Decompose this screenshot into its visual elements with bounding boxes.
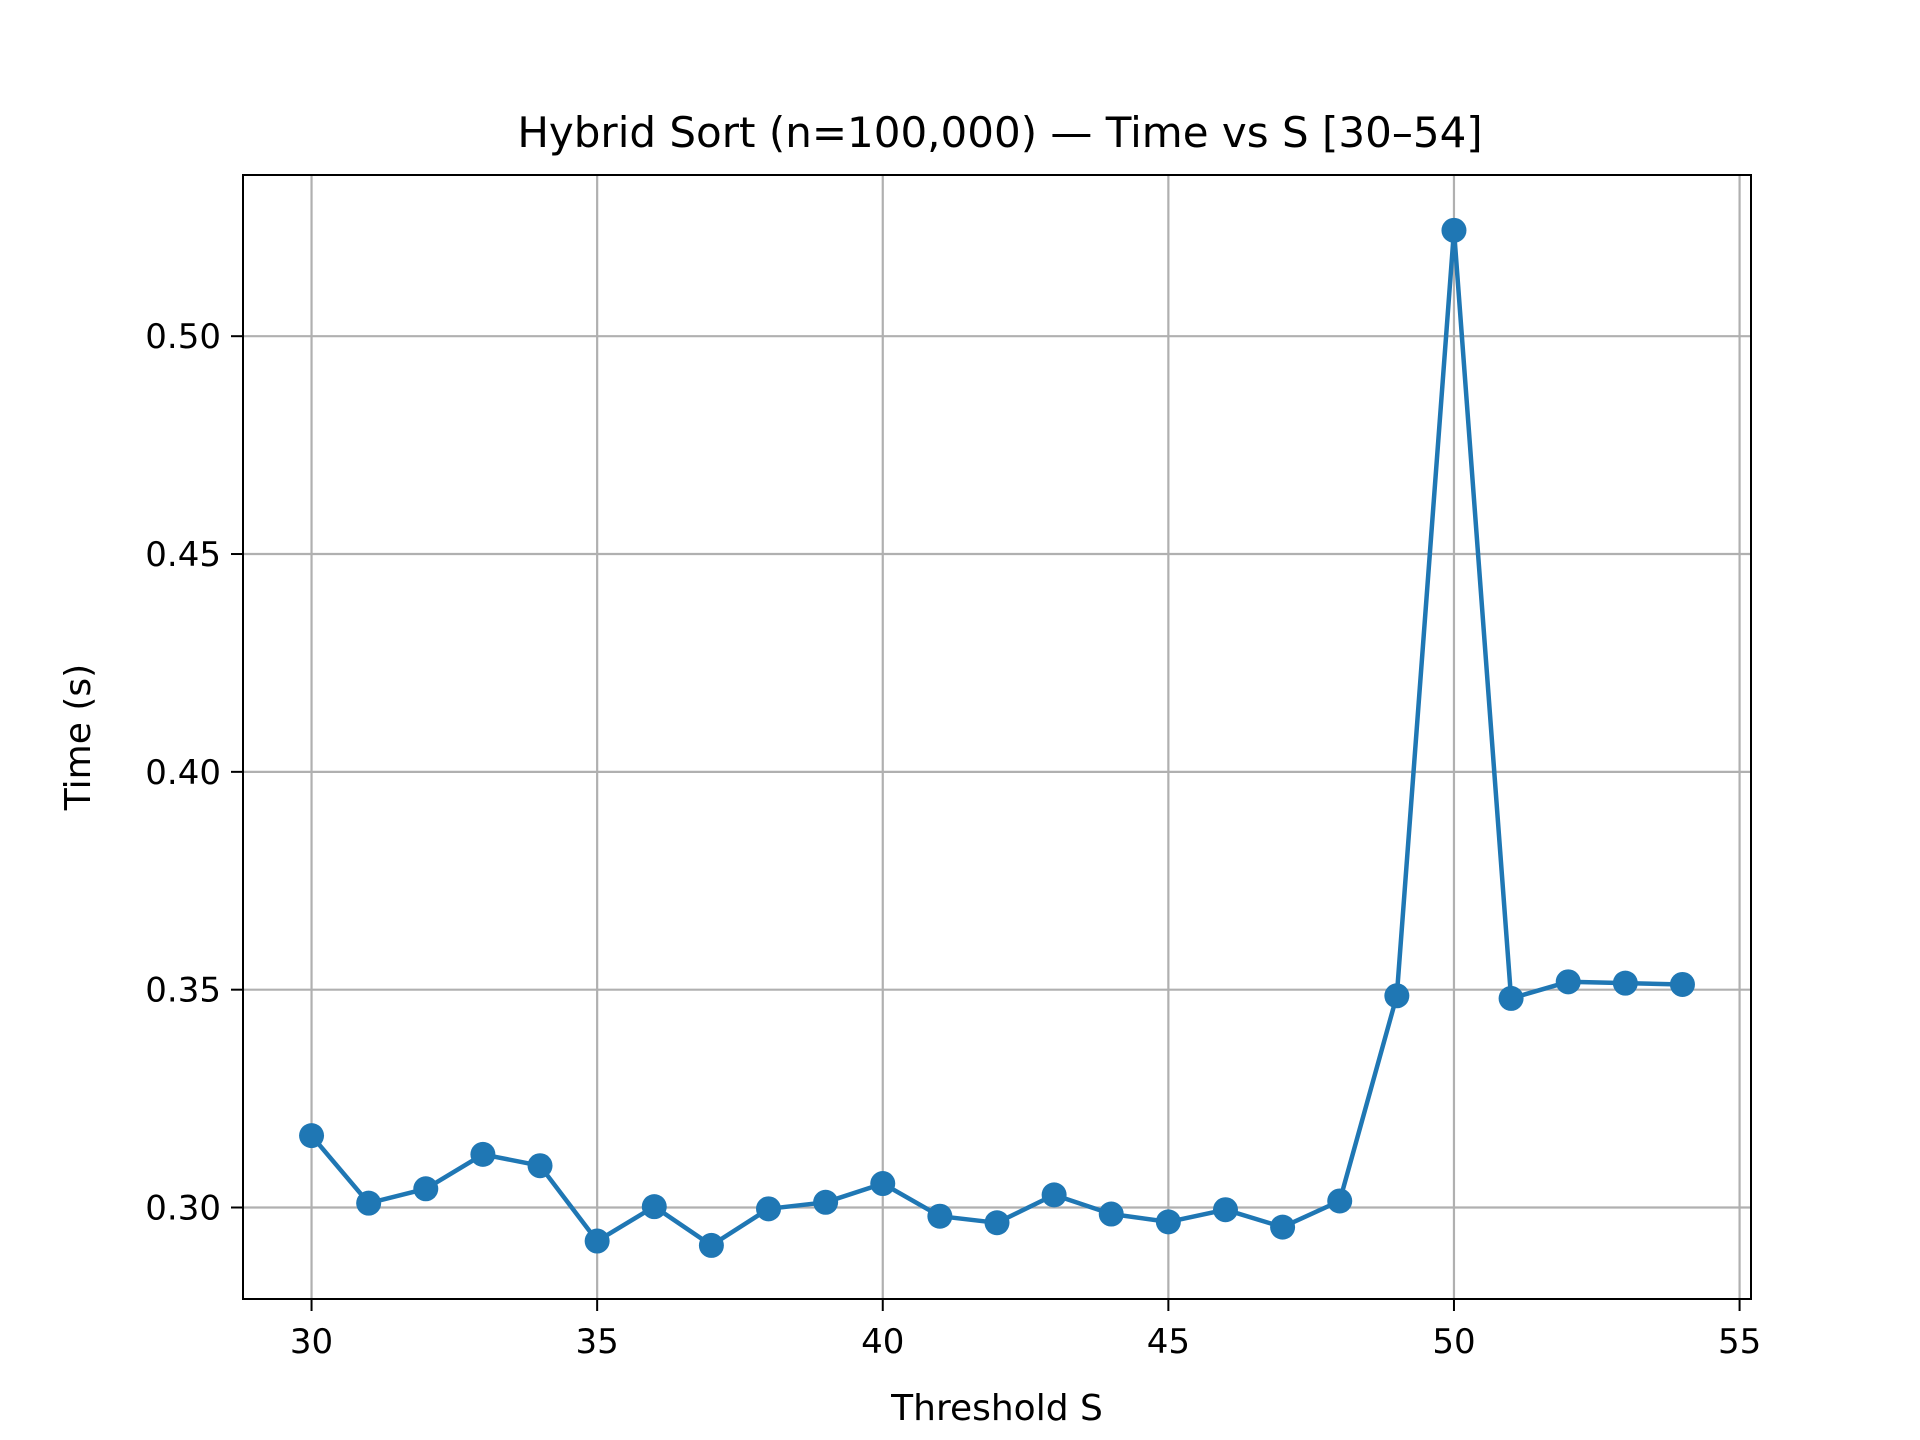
data-point [870,1171,896,1197]
x-tick-label: 40 [861,1322,904,1362]
data-point [641,1194,667,1220]
data-point [584,1228,610,1254]
x-axis-label: Threshold S [890,1388,1103,1429]
y-tick-label: 0.45 [145,535,221,575]
x-tick-label: 45 [1147,1322,1190,1362]
x-tick-label: 50 [1432,1322,1475,1362]
data-point [1384,983,1410,1009]
data-point [813,1189,839,1215]
data-point [299,1123,325,1149]
data-point [1555,969,1581,995]
data-point [1270,1214,1296,1240]
y-axis-label: Time (s) [58,664,99,811]
chart-title: Hybrid Sort (n=100,000) — Time vs S [30–… [517,108,1482,157]
plot-frame [242,174,1752,1300]
x-axis: 30 35 40 45 50 55 [290,1299,1761,1362]
data-point [356,1190,382,1216]
grid-lines [243,175,1751,1299]
data-point [698,1232,724,1258]
data-point [1098,1201,1124,1227]
data-point [1155,1209,1181,1235]
x-tick-label: 30 [290,1322,333,1362]
data-point [470,1141,496,1167]
data-point [413,1176,439,1202]
data-point [1041,1182,1067,1208]
y-tick-label: 0.40 [145,753,221,793]
data-point [1212,1197,1238,1223]
data-point [1327,1188,1353,1214]
y-tick-label: 0.30 [145,1189,221,1229]
data-point [1612,970,1638,996]
x-tick-label: 35 [576,1322,619,1362]
y-tick-label: 0.35 [145,971,221,1011]
x-tick-label: 55 [1718,1322,1761,1362]
series-time [299,217,1695,1258]
y-axis: 0.30 0.35 0.40 0.45 0.50 [145,317,243,1229]
data-point [927,1203,953,1229]
data-point [1498,985,1524,1011]
data-point [527,1153,553,1179]
y-tick-label: 0.50 [145,317,221,357]
data-point [984,1210,1010,1236]
data-point [1441,217,1467,243]
data-point [756,1196,782,1222]
data-point [1669,971,1695,997]
